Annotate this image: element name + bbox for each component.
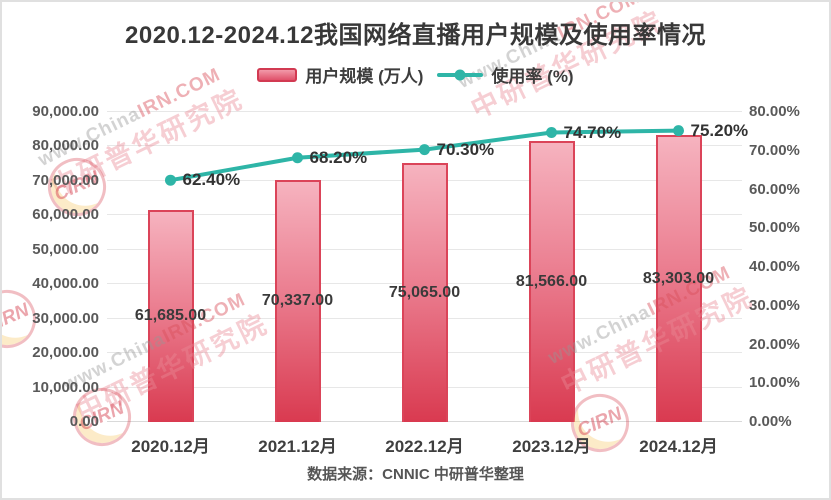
line-value-label: 70.30% bbox=[436, 139, 495, 159]
left-axis-tick: 50,000.00 bbox=[32, 240, 99, 258]
line-point-marker bbox=[165, 174, 176, 186]
legend-line-dot-icon bbox=[454, 69, 466, 80]
left-axis-tick: 90,000.00 bbox=[32, 103, 99, 120]
chart-title: 2020.12-2024.12我国网络直播用户规模及使用率情况 bbox=[125, 22, 706, 49]
right-axis-tick: 50.00% bbox=[749, 219, 800, 237]
legend-bar-label: 用户规模 (万人) bbox=[305, 67, 424, 86]
bar-value-label: 75,065.00 bbox=[388, 283, 461, 301]
legend-bar-swatch-icon bbox=[257, 67, 298, 82]
line-point-marker bbox=[292, 152, 303, 164]
line-value-label: 74.70% bbox=[563, 122, 622, 142]
right-axis-tick: 20.00% bbox=[749, 335, 800, 353]
legend-line-label: 使用率 (%) bbox=[491, 67, 574, 86]
bar-value-label: 70,337.00 bbox=[261, 291, 334, 309]
x-axis-label: 2024.12月 bbox=[639, 437, 718, 456]
legend-line-swatch-icon bbox=[437, 69, 484, 80]
chart-legend: 用户规模 (万人) 使用率 (%) bbox=[2, 62, 829, 87]
bar bbox=[655, 135, 702, 422]
left-axis-tick: 20,000.00 bbox=[32, 344, 99, 362]
left-axis-tick: 70,000.00 bbox=[32, 171, 99, 189]
x-axis-label: 2020.12月 bbox=[131, 437, 210, 456]
bar bbox=[528, 141, 575, 422]
bar-value-label: 61,685.00 bbox=[134, 306, 207, 324]
x-axis-label: 2022.12月 bbox=[385, 437, 464, 456]
bar bbox=[274, 179, 321, 422]
line-point-marker bbox=[673, 125, 684, 137]
gridline bbox=[107, 111, 742, 112]
bar bbox=[401, 163, 448, 422]
x-axis-label: 2021.12月 bbox=[258, 437, 337, 456]
right-axis-tick: 10.00% bbox=[749, 374, 800, 392]
left-axis-tick: 80,000.00 bbox=[32, 137, 99, 155]
line-point-marker bbox=[419, 144, 430, 156]
data-source-note: 数据来源：CNNIC 中研普华整理 bbox=[307, 466, 524, 483]
left-axis-tick: 30,000.00 bbox=[32, 309, 99, 327]
bar bbox=[147, 209, 194, 422]
right-axis-tick: 80.00% bbox=[749, 103, 800, 120]
line-value-label: 68.20% bbox=[309, 147, 368, 167]
right-axis-tick: 60.00% bbox=[749, 180, 800, 198]
right-axis-tick: 30.00% bbox=[749, 296, 800, 314]
x-axis-label: 2023.12月 bbox=[512, 437, 591, 456]
left-axis-tick: 60,000.00 bbox=[32, 206, 99, 224]
bar-value-label: 83,303.00 bbox=[642, 269, 715, 287]
line-value-label: 75.20% bbox=[690, 120, 749, 140]
right-axis-tick: 70.00% bbox=[749, 141, 800, 159]
bar-value-label: 81,566.00 bbox=[515, 272, 588, 290]
line-value-label: 62.40% bbox=[182, 170, 241, 190]
line-point-marker bbox=[546, 127, 557, 139]
left-axis-tick: 0.00 bbox=[69, 413, 99, 430]
usage-rate-line bbox=[165, 125, 684, 186]
left-axis-tick: 10,000.00 bbox=[32, 378, 99, 396]
right-axis-tick: 0.00% bbox=[749, 413, 792, 430]
right-axis-tick: 40.00% bbox=[749, 258, 800, 275]
left-axis-tick: 40,000.00 bbox=[32, 275, 99, 293]
plot-area bbox=[107, 112, 742, 422]
